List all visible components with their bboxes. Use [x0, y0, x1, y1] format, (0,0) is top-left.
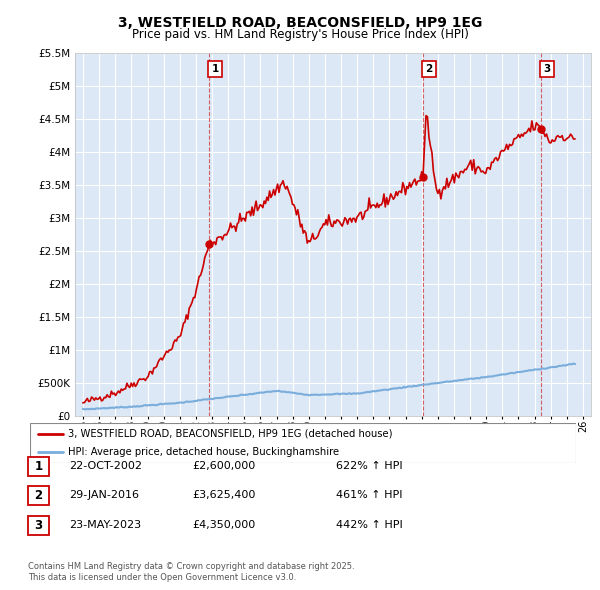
Text: 1: 1: [211, 64, 218, 74]
Text: 3, WESTFIELD ROAD, BEACONSFIELD, HP9 1EG (detached house): 3, WESTFIELD ROAD, BEACONSFIELD, HP9 1EG…: [68, 429, 393, 439]
Text: £4,350,000: £4,350,000: [192, 520, 255, 529]
Text: £2,600,000: £2,600,000: [192, 461, 255, 470]
Text: 29-JAN-2016: 29-JAN-2016: [69, 490, 139, 500]
Text: 2: 2: [34, 489, 43, 502]
Text: 3: 3: [543, 64, 551, 74]
Text: 23-MAY-2023: 23-MAY-2023: [69, 520, 141, 529]
Text: Contains HM Land Registry data © Crown copyright and database right 2025.
This d: Contains HM Land Registry data © Crown c…: [28, 562, 355, 582]
Text: 3: 3: [34, 519, 43, 532]
Text: 1: 1: [34, 460, 43, 473]
Text: 442% ↑ HPI: 442% ↑ HPI: [336, 520, 403, 529]
Text: 622% ↑ HPI: 622% ↑ HPI: [336, 461, 403, 470]
Text: 2: 2: [425, 64, 433, 74]
Text: HPI: Average price, detached house, Buckinghamshire: HPI: Average price, detached house, Buck…: [68, 447, 340, 457]
Text: 22-OCT-2002: 22-OCT-2002: [69, 461, 142, 470]
Text: 3, WESTFIELD ROAD, BEACONSFIELD, HP9 1EG: 3, WESTFIELD ROAD, BEACONSFIELD, HP9 1EG: [118, 16, 482, 30]
Text: Price paid vs. HM Land Registry's House Price Index (HPI): Price paid vs. HM Land Registry's House …: [131, 28, 469, 41]
Text: 461% ↑ HPI: 461% ↑ HPI: [336, 490, 403, 500]
Text: £3,625,400: £3,625,400: [192, 490, 256, 500]
